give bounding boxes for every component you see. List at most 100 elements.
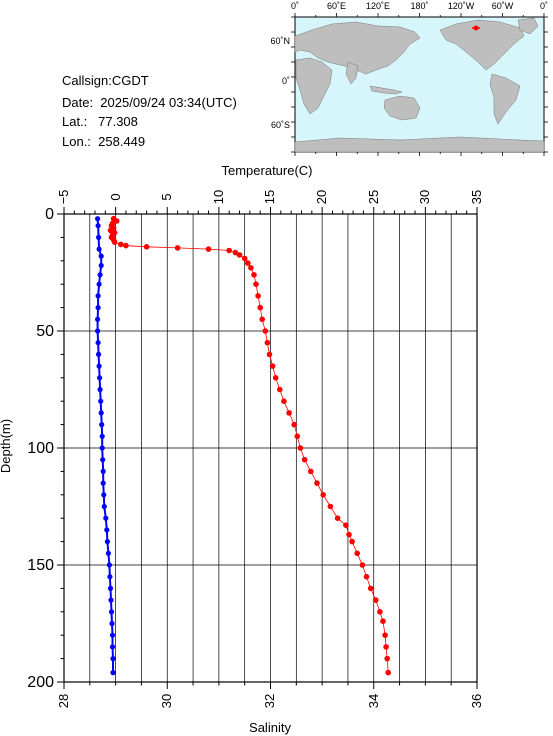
- salinity-point: [98, 410, 104, 416]
- map-land-antarctica: [294, 136, 545, 153]
- salinity-point: [107, 585, 114, 592]
- temperature-point: [334, 515, 341, 521]
- temperature-point: [354, 550, 361, 557]
- salinity-line: [96, 218, 114, 673]
- map-tick-left: 0˚: [282, 76, 290, 86]
- salinity-point: [95, 316, 101, 322]
- temperature-point: [255, 293, 261, 299]
- temperature-point: [346, 531, 352, 538]
- bottom-axis-title: Salinity: [249, 720, 291, 735]
- temperature-point: [301, 456, 308, 463]
- map-land-africa: [295, 57, 333, 115]
- grid-lines: [63, 213, 478, 683]
- temperature-point: [320, 492, 327, 498]
- salinity-point: [95, 328, 101, 334]
- top-tick-labels: −5 0 5 10 15 20 25 30 35: [56, 190, 484, 205]
- temperature-point: [113, 218, 120, 224]
- temperature-point: [294, 433, 301, 440]
- temperature-point: [236, 252, 243, 258]
- temperature-point: [281, 398, 287, 405]
- depth-tick-label: 0: [45, 206, 54, 223]
- map-tick-top: 120˚E: [366, 1, 390, 11]
- salinity-point: [100, 480, 106, 486]
- map-land-eurasia: [294, 21, 421, 75]
- bottom-tick-label: 30: [159, 694, 174, 708]
- temperature-point: [232, 249, 239, 256]
- bottom-tick-label: 36: [469, 694, 484, 708]
- salinity-point: [96, 351, 102, 357]
- temperature-point: [297, 445, 304, 451]
- temperature-point: [251, 272, 257, 278]
- temperature-point: [380, 618, 386, 624]
- salinity-point: [96, 281, 102, 287]
- salinity-point: [104, 527, 110, 533]
- longitude-label: Lon.: 258.449: [62, 134, 146, 149]
- top-tick-label: 30: [417, 190, 432, 204]
- top-tick-label: −5: [56, 190, 71, 205]
- salinity-point: [108, 609, 115, 615]
- salinity-point: [99, 433, 105, 439]
- temperature-point: [123, 242, 129, 249]
- salinity-point: [95, 223, 101, 229]
- salinity-point: [109, 632, 116, 638]
- temperature-point: [257, 304, 264, 311]
- salinity-point: [99, 422, 105, 428]
- map-land-india: [345, 61, 359, 85]
- temperature-point: [349, 538, 355, 545]
- bottom-tick-label: 34: [366, 694, 381, 708]
- depth-tick-labels: 0 50 100 150 200: [27, 206, 54, 691]
- temperature-point: [343, 522, 349, 528]
- temperature-point: [248, 265, 254, 271]
- salinity-point: [97, 272, 103, 278]
- map-land-greenland: [517, 17, 539, 35]
- depth-tick-label: 100: [27, 440, 54, 457]
- salinity-point: [110, 656, 116, 662]
- map-tick-top: 60˚E: [327, 1, 346, 11]
- world-map-inset: 0˚ 60˚E 120˚E 180˚ 120˚W 60˚W 0˚ 60˚N 0˚…: [270, 1, 548, 156]
- salinity-point: [96, 363, 102, 369]
- temperature-point: [382, 632, 388, 638]
- depth-tick-label: 150: [27, 557, 54, 574]
- temperature-line: [109, 218, 389, 673]
- temperature-point: [383, 644, 389, 650]
- top-tick-label: 10: [211, 190, 226, 204]
- top-tick-label: 35: [469, 190, 484, 204]
- temperature-point: [245, 260, 251, 266]
- float-location-marker: [472, 25, 480, 31]
- temperature-point: [107, 227, 114, 234]
- salinity-point: [105, 550, 111, 556]
- salinity-point: [96, 234, 102, 240]
- temperature-point: [262, 328, 269, 334]
- temperature-point: [385, 669, 392, 676]
- temperature-point: [174, 245, 181, 251]
- salinity-point: [98, 253, 104, 259]
- salinity-point: [101, 503, 107, 510]
- salinity-point: [95, 293, 101, 299]
- temperature-point: [259, 316, 266, 323]
- salinity-point: [107, 574, 113, 580]
- salinity-point: [101, 492, 107, 498]
- temperature-point: [291, 421, 298, 428]
- depth-tick-label: 50: [36, 323, 54, 340]
- temperature-point: [367, 585, 374, 592]
- map-tick-top: 180˚: [410, 1, 428, 11]
- bottom-tick-labels: 28 30 32 34 36: [56, 694, 484, 708]
- map-land: [294, 17, 545, 153]
- salinity-point: [98, 262, 104, 269]
- temperature-point: [266, 351, 273, 358]
- temperature-point: [359, 562, 366, 568]
- salinity-point: [97, 375, 103, 381]
- temperature-point: [143, 244, 150, 250]
- bottom-tick-label: 32: [262, 694, 277, 708]
- map-land-north-america: [439, 19, 525, 71]
- temperature-point: [272, 375, 279, 381]
- salinity-point: [109, 620, 115, 627]
- temperature-point: [226, 247, 232, 254]
- temperature-point: [253, 281, 259, 288]
- top-tick-label: 20: [314, 190, 329, 204]
- salinity-point: [95, 216, 101, 222]
- top-tick-label: 15: [262, 190, 277, 204]
- temperature-point: [314, 480, 320, 486]
- temperature-point: [205, 246, 212, 252]
